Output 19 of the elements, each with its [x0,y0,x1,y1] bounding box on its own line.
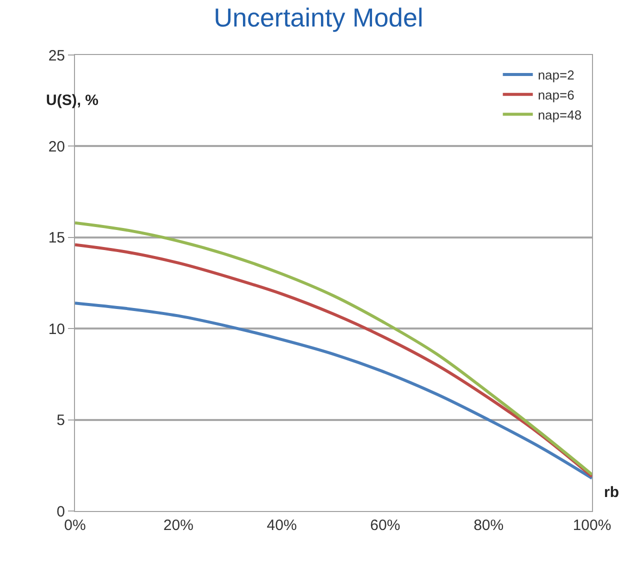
legend-label: nap=48 [538,107,582,122]
line-series [75,302,592,480]
x-tick-label: 0% [64,517,86,534]
chart-title: Uncertainty Model [214,2,424,33]
y-tick-label: 5 [56,412,65,430]
y-axis-title: U(S), % [46,92,98,109]
y-tick-label: 25 [48,47,65,64]
x-tick-label: 100% [572,517,612,534]
legend-label: nap=2 [538,68,574,83]
x-tick-label: 40% [266,517,297,534]
y-tick-label: 15 [48,230,65,247]
legend-label: nap=6 [538,87,574,102]
x-tick-label: 60% [370,517,400,534]
x-axis-title: rb [604,484,619,501]
y-tick-label: 0 [56,503,65,520]
y-tick-label: 10 [48,320,65,338]
x-tick-label: 20% [163,517,194,534]
x-tick-label: 80% [474,517,504,534]
y-tick-label: 20 [48,138,65,156]
